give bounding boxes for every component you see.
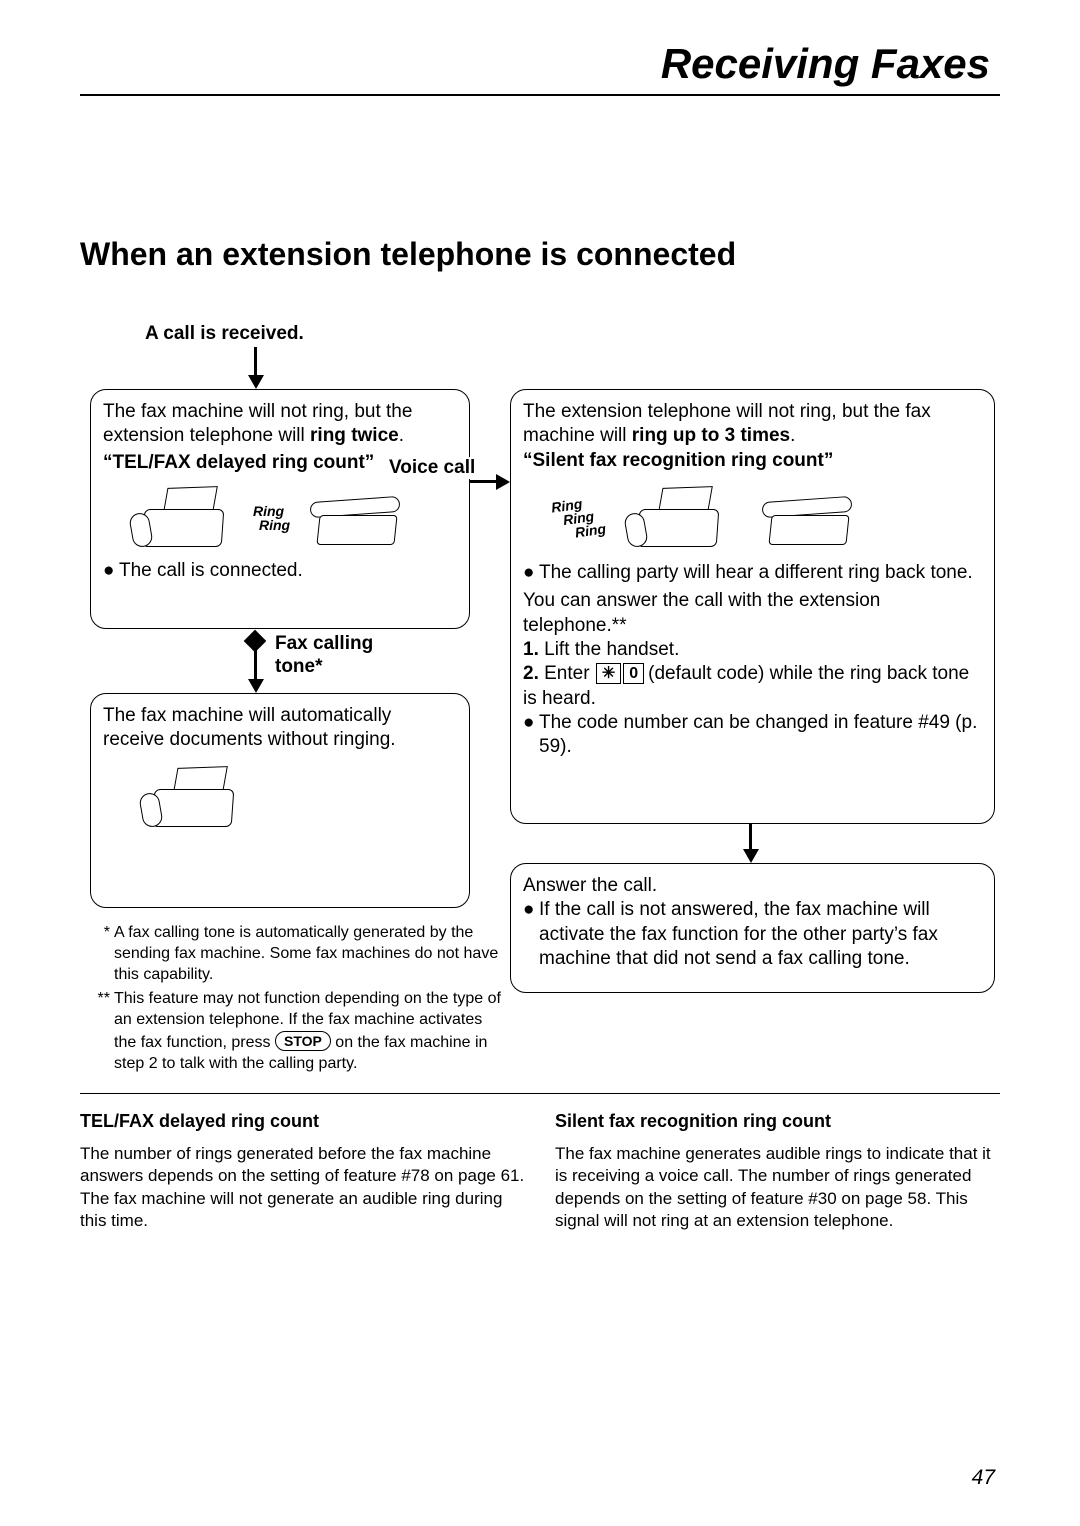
box3-bullet1: ● The calling party will hear a differen… — [523, 561, 982, 585]
step1-text: Lift the handset. — [539, 639, 680, 660]
box-silent-fax: The extension telephone will not ring, b… — [510, 389, 995, 824]
flowchart-area: A call is received. The fax machine will… — [80, 323, 1000, 1073]
box3-bullet2-text: The code number can be changed in featur… — [539, 711, 982, 760]
ring-text: Ring — [259, 518, 290, 532]
voice-call-label: Voice call — [385, 457, 479, 479]
bottom-right-title: Silent fax recognition ring count — [555, 1110, 1000, 1133]
footnotes: * A fax calling tone is automatically ge… — [90, 923, 505, 1079]
box4-line1: Answer the call. — [523, 874, 982, 898]
fax-icon — [123, 483, 243, 553]
box3-bullet2: ● The code number can be changed in feat… — [523, 711, 982, 760]
box4-bullet: ● If the call is not answered, the fax m… — [523, 898, 982, 971]
header-rule — [80, 94, 1000, 96]
step1-num: 1. — [523, 639, 539, 660]
bottom-col-left: TEL/FAX delayed ring count The number of… — [80, 1110, 525, 1232]
phone-icon — [300, 485, 410, 551]
ring-labels: Ring Ring Ring — [550, 494, 606, 543]
box3-quote: “Silent fax recognition ring count” — [523, 450, 833, 471]
fax-tone-label: Fax calling tone* — [275, 633, 373, 679]
page: Receiving Faxes When an extension teleph… — [0, 0, 1080, 1526]
bottom-left-text: The number of rings generated before the… — [80, 1143, 525, 1231]
box-auto-receive: The fax machine will automatically recei… — [90, 693, 470, 908]
key-zero-icon: 0 — [623, 663, 644, 684]
box1-bullet: ● The call is connected. — [103, 559, 457, 583]
box3-p1: You can answer the call with the extensi… — [523, 589, 982, 638]
call-received-label: A call is received. — [145, 323, 304, 345]
ring-labels: Ring Ring — [253, 504, 290, 532]
box3-text: The extension telephone will not ring, b… — [523, 400, 982, 449]
box1-bold: ring twice — [310, 425, 399, 446]
page-number: 47 — [972, 1466, 995, 1490]
box3-illustration: Ring Ring Ring — [553, 483, 982, 553]
fax-tone-2: tone* — [275, 656, 323, 677]
box1-text: The fax machine will not ring, but the e… — [103, 400, 457, 449]
footnote2-text: This feature may not function depending … — [114, 989, 505, 1074]
step2-num: 2. — [523, 663, 539, 684]
bottom-left-title: TEL/FAX delayed ring count — [80, 1110, 525, 1133]
box-answer-call: Answer the call. ● If the call is not an… — [510, 863, 995, 993]
footnote2-mark: ** — [90, 989, 114, 1074]
ring-text: Ring — [253, 504, 290, 518]
fax-icon — [618, 483, 738, 553]
stop-button-icon: STOP — [275, 1031, 331, 1051]
header-title: Receiving Faxes — [80, 40, 1000, 88]
ring-text: Ring — [574, 521, 607, 539]
key-star-icon: ✳ — [596, 663, 621, 684]
box3-step2: 2. Enter ✳0(default code) while the ring… — [523, 662, 982, 711]
box3-l1c: . — [790, 425, 795, 446]
footnote1-mark: * — [90, 923, 114, 985]
step2a: Enter — [539, 663, 595, 684]
box1-illustration: Ring Ring — [123, 483, 457, 553]
fax-icon — [133, 763, 253, 833]
footnote-1: * A fax calling tone is automatically ge… — [90, 923, 505, 985]
box3-l1b: ring up to 3 times — [632, 425, 790, 446]
bottom-right-text: The fax machine generates audible rings … — [555, 1143, 1000, 1231]
box3-step1: 1. Lift the handset. — [523, 638, 982, 662]
bottom-rule — [80, 1093, 1000, 1094]
footnote-2: ** This feature may not function dependi… — [90, 989, 505, 1074]
box4-bullet-text: If the call is not answered, the fax mac… — [539, 898, 982, 971]
fax-tone-1: Fax calling — [275, 633, 373, 654]
bottom-columns: TEL/FAX delayed ring count The number of… — [80, 1110, 1000, 1232]
footnote1-text: A fax calling tone is automatically gene… — [114, 923, 505, 985]
box2-text: The fax machine will automatically recei… — [103, 704, 457, 753]
main-heading: When an extension telephone is connected — [80, 236, 1000, 273]
box-ring-twice: The fax machine will not ring, but the e… — [90, 389, 470, 629]
bottom-col-right: Silent fax recognition ring count The fa… — [555, 1110, 1000, 1232]
box1-bullet-text: The call is connected. — [119, 559, 303, 583]
phone-icon — [752, 485, 862, 551]
box2-illustration — [133, 763, 457, 840]
box1-after: . — [399, 425, 404, 446]
box1-quote: “TEL/FAX delayed ring count” — [103, 452, 374, 473]
box3-bullet1-text: The calling party will hear a different … — [539, 561, 973, 585]
